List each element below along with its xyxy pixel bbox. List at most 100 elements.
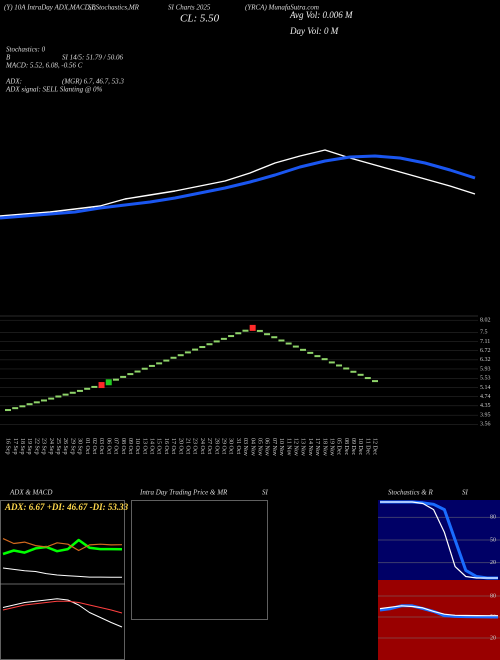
adx-panel (0, 500, 125, 660)
price-mark (213, 340, 220, 343)
x-tick-label: 07 Oct (113, 438, 119, 454)
price-mark (350, 370, 357, 373)
info-line: SI 14/5: 51.79 / 50.06 (62, 54, 124, 62)
x-tick-label: 11 Nov (285, 438, 291, 456)
close-price: CL: 5.50 (180, 13, 220, 25)
price-mark (206, 343, 213, 346)
price-mark (199, 346, 206, 349)
x-tick-label: 11 Dec (364, 438, 370, 455)
price-mark (5, 409, 11, 412)
price-mark (307, 351, 314, 354)
y-tick-label: 4.74 (480, 394, 491, 400)
x-tick-label: 19 Nov (328, 438, 334, 456)
price-mark (336, 364, 343, 367)
x-tick-label: 01 Oct (84, 438, 90, 454)
x-tick-label: 23 Sep (41, 438, 47, 455)
x-tick-label: 27 Oct (206, 438, 212, 454)
price-mark (26, 403, 33, 406)
price-mark (69, 391, 76, 394)
x-tick-label: 24 Oct (199, 438, 205, 454)
y-tick-label: 3.95 (480, 413, 491, 419)
price-mark (134, 370, 141, 373)
price-mark (105, 379, 112, 386)
price-mark (112, 378, 119, 381)
x-tick-label: 07 Nov (271, 438, 277, 456)
x-tick-label: 31 Oct (235, 438, 241, 454)
price-mark (256, 329, 263, 332)
series-line (379, 605, 498, 617)
price-mark (242, 329, 249, 332)
title-part: SI,Stochastics,MR (88, 4, 140, 12)
price-mark (228, 335, 235, 338)
rsi-panel (378, 580, 500, 660)
price-mark (177, 354, 184, 357)
price-mark (314, 355, 321, 358)
y-tick-label: 4.35 (480, 403, 491, 409)
x-tick-label: 24 Sep (48, 438, 54, 455)
panel-title: SI (462, 489, 469, 497)
y-tick-label: 7.11 (480, 339, 490, 345)
x-tick-label: 17 Oct (170, 438, 176, 454)
price-mark (364, 377, 371, 380)
price-mark (120, 375, 127, 378)
info-line: Stochastics: 0 (6, 46, 46, 54)
x-tick-label: 10 Nov (278, 438, 284, 456)
y-tick-label: 6.32 (480, 357, 491, 363)
price-mark (62, 393, 69, 396)
panel-title: SI (262, 489, 269, 497)
info-line: B (6, 54, 11, 62)
x-tick-label: 25 Sep (55, 438, 61, 455)
x-tick-label: 16 Oct (163, 438, 169, 454)
series-line (2, 538, 123, 556)
x-tick-label: 04 Nov (249, 438, 255, 456)
x-tick-label: 06 Oct (105, 438, 111, 454)
price-mark (271, 336, 278, 339)
y-tick-label: 5.93 (480, 366, 491, 372)
price-mark (141, 367, 148, 370)
price-mark (98, 382, 105, 389)
y-tick-label: 3.56 (480, 422, 491, 428)
series-line (380, 501, 498, 579)
x-tick-label: 29 Sep (69, 438, 75, 455)
x-tick-label: 30 Sep (77, 438, 83, 455)
price-mark (249, 324, 256, 331)
price-mark (55, 395, 62, 398)
price-mark (285, 342, 292, 345)
series-line (2, 598, 123, 628)
x-tick-label: 21 Oct (185, 438, 191, 454)
series-line (2, 538, 123, 552)
price-mark (12, 407, 19, 410)
x-tick-label: 13 Oct (141, 438, 147, 454)
x-tick-label: 13 Nov (300, 438, 306, 456)
series-line (2, 600, 123, 614)
x-tick-label: 12 Nov (292, 438, 298, 456)
title-part: (YRCA) MunafaSutra.com (245, 4, 319, 12)
x-tick-label: 26 Sep (62, 438, 68, 455)
y-tick-label: 80 (490, 593, 496, 599)
price-mark (264, 333, 271, 336)
x-tick-label: 10 Dec (357, 438, 363, 455)
price-mark (84, 387, 91, 390)
price-mark (163, 359, 170, 362)
x-tick-label: 06 Nov (264, 438, 270, 456)
price-mark (328, 361, 335, 364)
day-volume: Day Vol: 0 M (289, 26, 339, 36)
price-mark (127, 373, 134, 376)
y-tick-label: 5.14 (480, 385, 491, 391)
price-mark (278, 339, 285, 342)
x-tick-label: 05 Nov (256, 438, 262, 456)
price-mark (235, 332, 242, 335)
x-tick-label: 22 Sep (33, 438, 39, 455)
x-tick-label: 16 Sep (5, 438, 11, 455)
x-tick-label: 30 Oct (228, 438, 234, 454)
series-line (2, 567, 123, 578)
price-mark (148, 364, 155, 367)
y-tick-label: 5.53 (480, 376, 491, 382)
panel-title: Stochastics & R (388, 489, 433, 497)
panel-title: ADX & MACD (9, 489, 52, 497)
x-tick-label: 03 Oct (98, 438, 104, 454)
x-tick-label: 08 Dec (343, 438, 349, 455)
y-tick-label: 7.5 (480, 330, 488, 336)
price-mark (170, 356, 177, 359)
x-tick-label: 02 Oct (91, 438, 97, 454)
